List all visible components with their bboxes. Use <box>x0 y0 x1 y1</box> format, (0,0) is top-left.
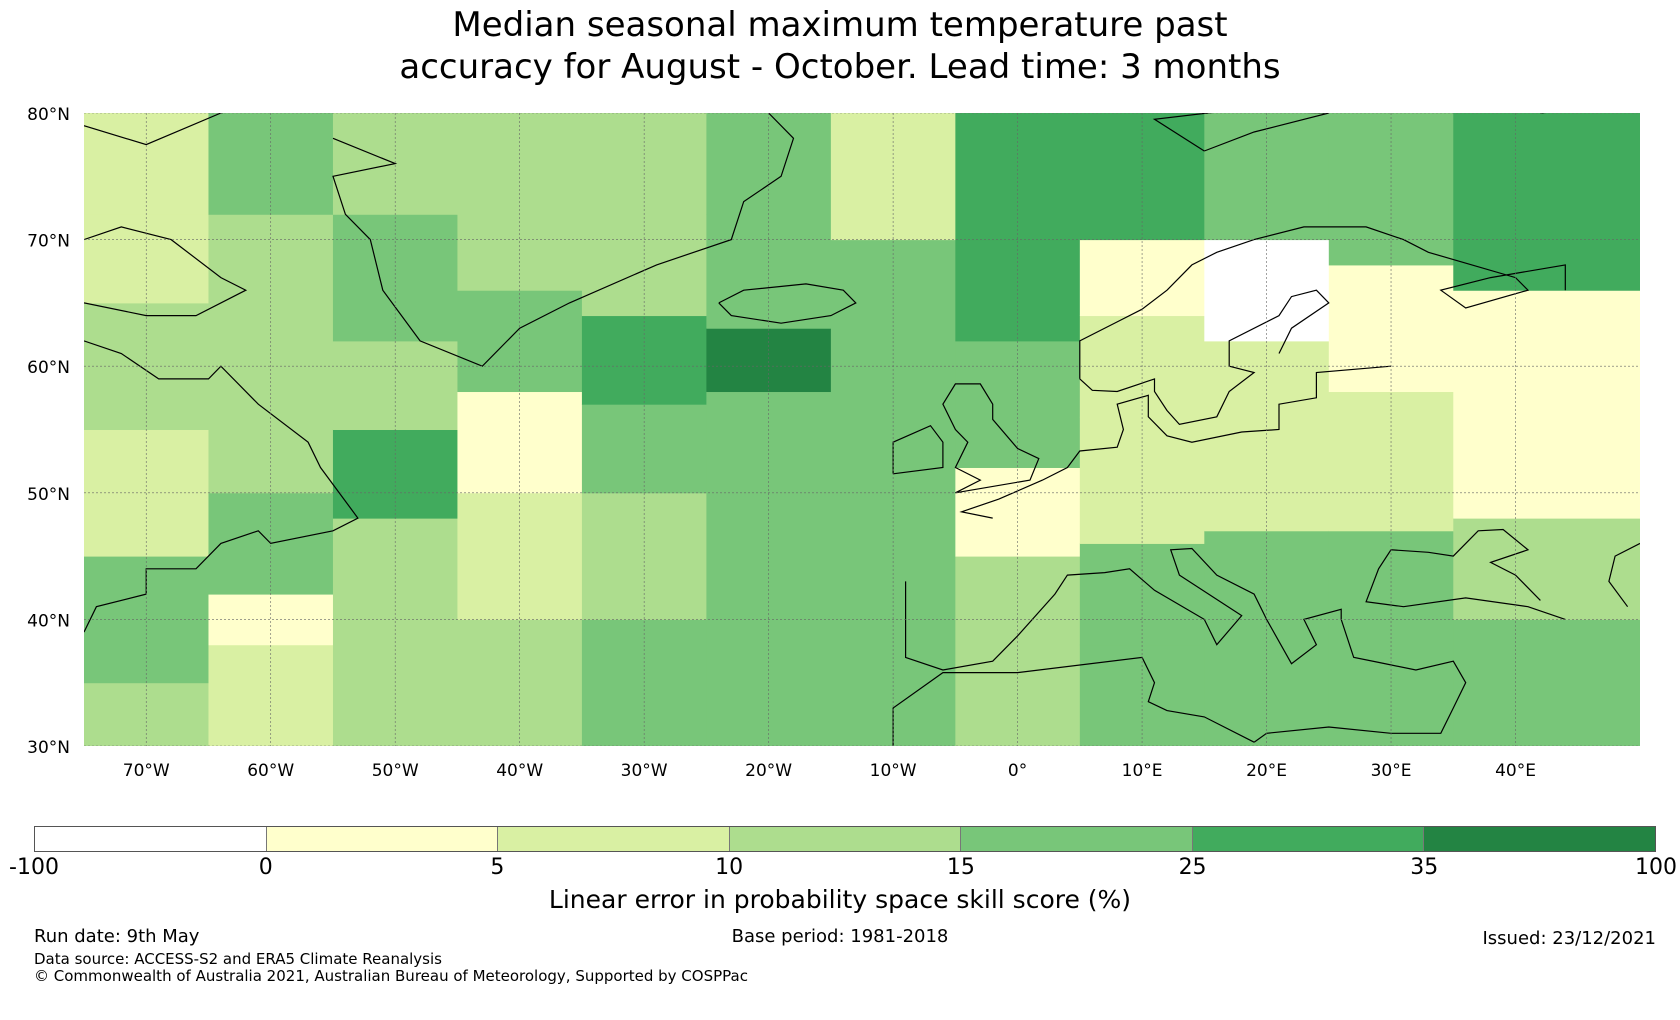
lon-label-0: 70°W <box>123 761 170 781</box>
chart-title-line-2: accuracy for August - October. Lead time… <box>399 47 1281 87</box>
colorbar-segment-5 <box>1192 827 1425 851</box>
colorbar-tick-2: 5 <box>490 855 505 880</box>
lon-label-11: 40°E <box>1495 761 1536 781</box>
skill-score-heatmap <box>84 113 1640 746</box>
heatmap-cell-32 <box>706 214 832 329</box>
colorbar-tick-1: 0 <box>258 855 273 880</box>
longitude-labels: 70°W 60°W 50°W 40°W 30°W 20°W 10°W 0° 10°E 20°E 30… <box>123 761 1536 781</box>
coastline-segment-11 <box>1365 528 1566 620</box>
heatmap-cell-29 <box>706 492 832 620</box>
map-panel[interactable]: 80°N 70°N 60°N 50°N 40°N 30°N 70°W 60°W 50°W 40°… <box>0 100 1680 800</box>
coastline-segment-5 <box>942 383 1040 494</box>
lat-label-0: 80°N <box>27 105 70 125</box>
coastline-segment-13 <box>1540 113 1547 114</box>
lat-label-5: 30°N <box>27 738 70 758</box>
coastline-segment-12 <box>1608 542 1640 608</box>
coastline-segment-4 <box>892 424 944 475</box>
lon-label-2: 50°W <box>372 761 419 781</box>
coastline-segment-6 <box>905 547 1467 743</box>
lat-label-2: 60°N <box>27 358 70 378</box>
colorbar-segment-0 <box>35 827 267 851</box>
lon-label-7: 0° <box>1008 761 1027 781</box>
issued-date: Issued: 23/12/2021 <box>1482 928 1656 949</box>
colorbar-tick-4: 15 <box>946 855 975 880</box>
heatmap-cell-6 <box>208 644 334 746</box>
colorbar-segment-4 <box>961 827 1193 851</box>
heatmap-cell-40 <box>955 467 1081 557</box>
colorbar-tick-3: 10 <box>715 855 744 880</box>
heatmap-cell-19 <box>457 492 583 620</box>
heatmap-cell-35 <box>830 492 956 620</box>
colorbar-tick-7: 100 <box>1635 855 1677 880</box>
chart-title: Median seasonal maximum temperature past… <box>0 4 1680 88</box>
coastline-segment-10 <box>1079 289 1330 426</box>
heatmap-cell-44 <box>1079 644 1205 746</box>
coastline-segment-2 <box>332 113 795 367</box>
coastline-segment-8 <box>959 365 1392 519</box>
colorbar-segment-2 <box>498 827 730 851</box>
colorbar-segment-6 <box>1424 827 1656 851</box>
heatmap-cell-65 <box>1453 113 1640 291</box>
lon-label-1: 60°W <box>247 761 294 781</box>
lon-label-3: 40°W <box>496 761 543 781</box>
lat-label-1: 70°N <box>27 232 70 252</box>
lat-label-4: 40°N <box>27 611 70 631</box>
heatmap-cell-64 <box>1453 290 1640 393</box>
heatmap-cell-5 <box>84 113 209 215</box>
lat-label-3: 50°N <box>27 485 70 505</box>
heatmap-cell-63 <box>1453 391 1640 519</box>
lon-label-8: 10°E <box>1122 761 1163 781</box>
heatmap-cell-62 <box>1453 518 1640 620</box>
coastline-segment-7 <box>892 656 1255 746</box>
base-period: Base period: 1981-2018 <box>731 926 949 947</box>
coastline-segment-1 <box>84 226 248 317</box>
chart-title-line-1: Median seasonal maximum temperature past <box>452 5 1228 45</box>
colorbar-tick-0: -100 <box>9 855 59 880</box>
lon-label-9: 20°E <box>1246 761 1287 781</box>
coastline-segment-3 <box>718 283 857 324</box>
heatmap-cell-26 <box>581 315 707 405</box>
latitude-labels: 80°N 70°N 60°N 50°N 40°N 30°N <box>27 105 70 758</box>
run-date: Run date: 9th May <box>34 926 200 947</box>
lon-label-4: 30°W <box>621 761 668 781</box>
map-gridlines <box>84 113 1640 746</box>
colorbar-label: Linear error in probability space skill … <box>548 885 1132 914</box>
heatmap-cell-11 <box>208 113 334 215</box>
lon-label-5: 20°W <box>745 761 792 781</box>
colorbar-tick-6: 35 <box>1410 855 1439 880</box>
heatmap-cell-59 <box>1328 264 1454 393</box>
colorbar-tick-5: 25 <box>1178 855 1207 880</box>
colorbar-segment-1 <box>266 827 499 851</box>
colorbar <box>34 826 1656 852</box>
heatmap-cell-61 <box>1453 619 1640 746</box>
heatmap-cell-46 <box>1079 416 1205 544</box>
colorbar-segment-3 <box>729 827 962 851</box>
lon-label-6: 10°W <box>870 761 917 781</box>
heatmap-cell-33 <box>706 113 832 215</box>
data-source: Data source: ACCESS-S2 and ERA5 Climate … <box>34 950 442 968</box>
heatmap-cell-24 <box>581 492 707 620</box>
copyright: © Commonwealth of Australia 2021, Austra… <box>34 967 748 985</box>
coastline-segment-14 <box>1152 113 1329 152</box>
coastline-segment-15 <box>84 113 224 146</box>
lon-label-10: 30°E <box>1371 761 1412 781</box>
